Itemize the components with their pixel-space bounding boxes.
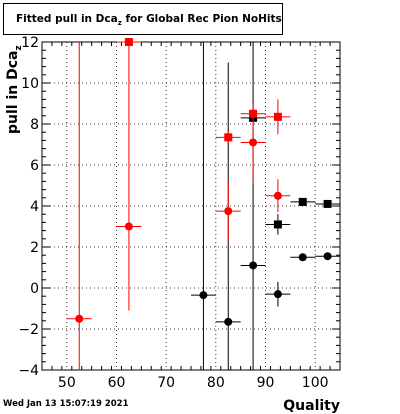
data-point-square: [323, 199, 332, 208]
x-tick-label: 90: [257, 375, 275, 391]
x-tick-label: 70: [157, 375, 175, 391]
data-point-square: [298, 197, 307, 206]
data-point-circle: [273, 191, 282, 200]
y-tick-label: 10: [21, 76, 39, 92]
x-tick-label: 80: [207, 375, 225, 391]
y-tick-label: −2: [18, 322, 39, 338]
timestamp: Wed Jan 13 15:07:19 2021: [3, 399, 129, 409]
data-point-square: [249, 109, 258, 118]
data-point-circle: [75, 314, 84, 323]
title-box: Fitted pull in Dcaz for Global Rec Pion …: [3, 3, 283, 35]
x-tick-label: 60: [108, 375, 126, 391]
x-axis-label: Quality: [283, 398, 340, 414]
y-tick-label: 4: [30, 199, 39, 215]
data-point-circle: [298, 253, 307, 262]
data-point-circle: [224, 317, 233, 326]
y-tick-label: 8: [30, 117, 39, 133]
data-point-circle: [273, 290, 282, 299]
data-point-circle: [224, 207, 233, 216]
chart-title: Fitted pull in Dcaz for Global Rec Pion …: [16, 13, 282, 27]
y-tick-label: −4: [18, 363, 39, 379]
data-point-square: [224, 133, 233, 142]
x-tick-label: 50: [58, 375, 76, 391]
title-subscript: z: [117, 19, 122, 27]
x-tick-label: 100: [302, 375, 329, 391]
data-point-square: [273, 220, 282, 229]
data-point-circle: [124, 222, 133, 231]
y-tick-label: 12: [21, 35, 39, 51]
data-point-circle: [323, 252, 332, 261]
y-tick-label: 0: [30, 281, 39, 297]
data-point-square: [124, 38, 133, 46]
data-point-circle: [199, 291, 208, 300]
y-tick-label: 6: [30, 158, 39, 174]
y-tick-label: 2: [30, 240, 39, 256]
y-axis-label: pull in Dcaz: [5, 45, 24, 134]
data-point-square: [273, 112, 282, 121]
title-rest: for Global Rec Pion NoHits: [121, 13, 282, 25]
data-point-circle: [249, 261, 258, 270]
data-point-circle: [249, 138, 258, 147]
title-main: Fitted pull in Dca: [16, 13, 118, 25]
